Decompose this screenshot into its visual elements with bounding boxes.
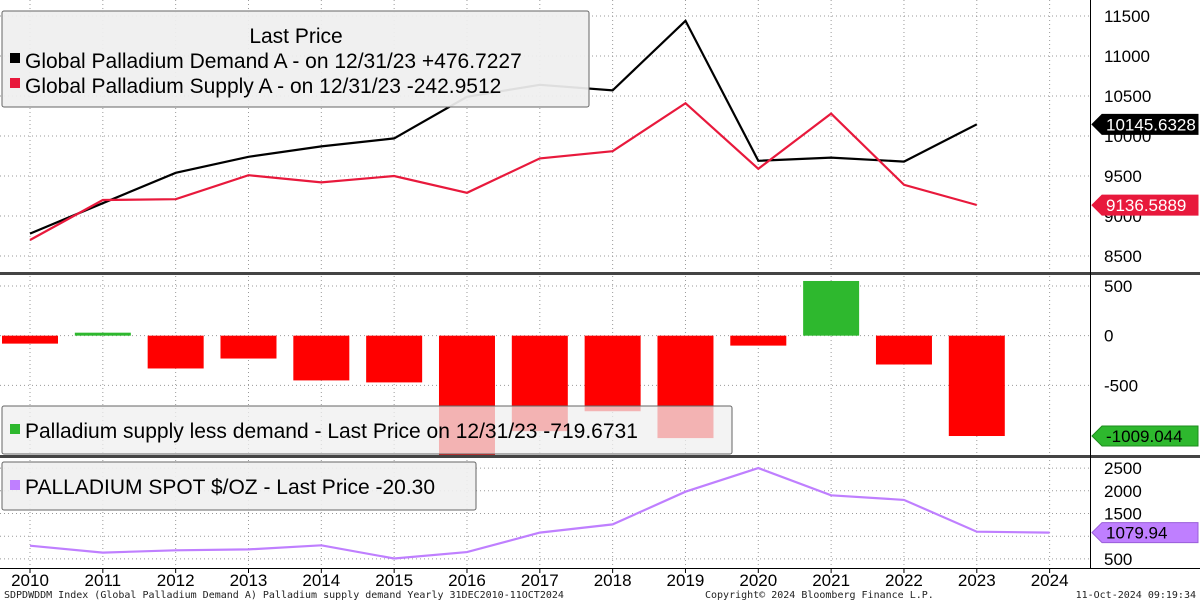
legend-bottom-box [1,461,477,511]
bar-2023 [948,335,1005,437]
demand-last-tag-label: 10145.6328 [1106,115,1196,134]
supply-line [29,101,978,241]
bar-2014 [293,335,350,381]
y-tick-label: 2000 [1104,482,1142,501]
spot-last-tag-label: 1079.94 [1106,524,1167,543]
bar-2011 [74,332,131,336]
x-tick-label: 2015 [375,571,413,590]
x-tick-label: 2022 [885,571,923,590]
y-tick-label: 11000 [1104,47,1150,66]
y-tick-label: 8500 [1104,247,1142,266]
last-value-tags: 10145.6328 9136.5889 -1009.044 1079.94 [1091,113,1199,544]
balance-last-tag-label: -1009.044 [1106,427,1183,446]
y-tick-label: 500 [1104,277,1132,296]
bar-2020 [730,335,787,346]
x-tick-label: 2013 [230,571,268,590]
x-tick-label: 2012 [157,571,195,590]
bar-2022 [875,335,932,365]
legend-middle: Palladium supply less demand - Last Pric… [1,405,733,455]
x-tick-label: 2019 [667,571,705,590]
balance-last-tag-box [1091,425,1199,447]
legend-middle-entry: Palladium supply less demand - Last Pric… [25,420,638,443]
legend-swatch [10,480,20,490]
footer-left: SDPDWDDM Index (Global Palladium Demand … [4,590,564,601]
legend-bottom-entry: PALLADIUM SPOT $/OZ - Last Price -20.30 [25,476,435,499]
legend-bottom: PALLADIUM SPOT $/OZ - Last Price -20.30 [1,461,477,511]
y-tick-label: 9500 [1104,167,1142,186]
x-tick-label: 2018 [594,571,632,590]
x-tick-label: 2010 [11,571,49,590]
legend-middle-box [1,405,733,455]
supply-last-tag-label: 9136.5889 [1106,196,1186,215]
x-tick-label: 2024 [1031,571,1069,590]
bar-2015 [366,335,423,383]
x-tick-label: 2014 [302,571,340,590]
x-tick-label: 2020 [739,571,777,590]
legend-swatch [10,53,20,63]
y-tick-label: 2500 [1104,459,1142,478]
x-tick-label: 2023 [958,571,996,590]
x-axis: 2010 2011 2012 2013 2014 2015 2016 2017 2018 2019… [11,568,1069,590]
legend-swatch [10,424,20,434]
x-tick-label: 2021 [812,571,850,590]
footer-right: 11-Oct-2024 09:19:34 [1076,590,1196,601]
chart-marks [2,18,1050,560]
supply-last-tag-box [1091,194,1199,216]
legend-top-entry: Global Palladium Supply A - on 12/31/23 … [25,75,501,98]
bar-2021 [803,280,860,336]
bar-2010 [2,335,58,344]
x-tick-label: 2017 [521,571,559,590]
x-tick-label: 2016 [448,571,486,590]
bar-2018 [584,335,641,412]
supply-last-tag: 9136.5889 [1091,194,1199,216]
bar-2012 [147,335,204,369]
footer: SDPDWDDM Index (Global Palladium Demand … [4,590,1196,601]
legend-top-title: Last Price [249,25,342,48]
y-tick-label: -500 [1104,376,1138,395]
legend-top-entry: Global Palladium Demand A - on 12/31/23 … [25,50,522,73]
spot-last-tag: 1079.94 [1091,522,1199,544]
footer-center: Copyright© 2024 Bloomberg Finance L.P. [705,590,934,601]
demand-last-tag: 10145.6328 [1091,113,1199,135]
y-tick-label: 10500 [1104,87,1151,106]
demand-last-tag-box [1091,113,1199,135]
legend-swatch [10,78,20,88]
balance-last-tag: -1009.044 [1091,425,1199,447]
spot-price-line [29,466,1050,560]
x-tick-label: 2011 [85,571,122,590]
y-tick-label: 11500 [1104,7,1150,26]
y-tick-label: 1500 [1104,505,1142,524]
legend-top-box [1,10,590,108]
y-tick-label: 0 [1104,327,1113,346]
spot-last-tag-box [1091,522,1199,544]
y-tick-label: 500 [1104,550,1132,569]
bar-2013 [220,335,277,359]
